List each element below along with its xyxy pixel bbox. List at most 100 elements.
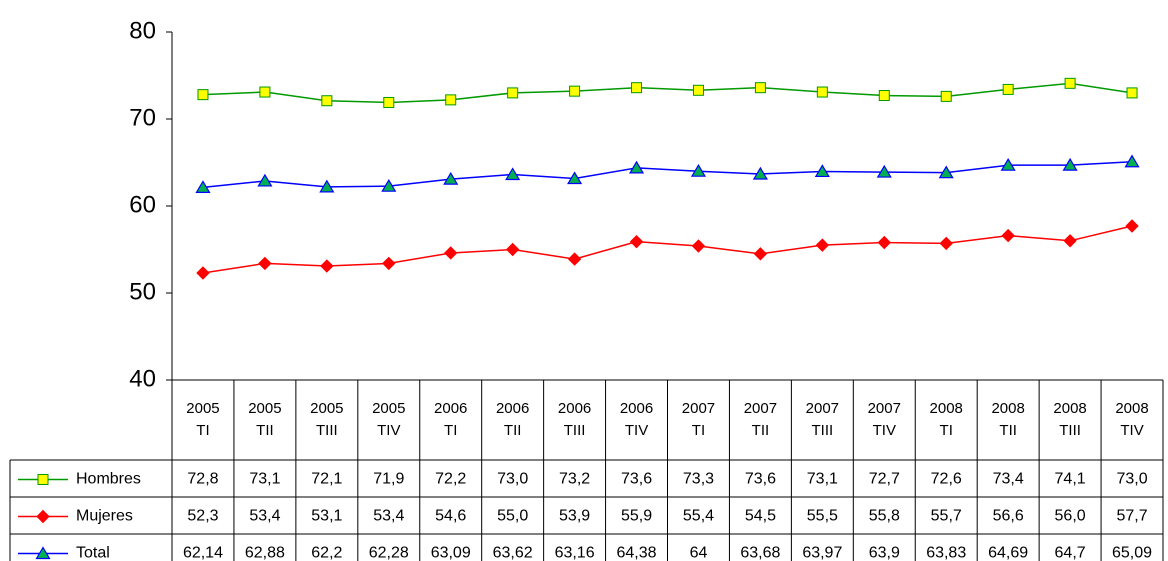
x-tick-label: 2007 TI — [668, 380, 730, 460]
point — [876, 164, 892, 178]
point — [259, 86, 271, 98]
y-tick-label: 40 — [129, 365, 156, 392]
point — [1063, 234, 1077, 248]
x-tick-text: 2005 TIII — [310, 400, 344, 439]
data-label: 55,0 — [497, 508, 528, 525]
data-label: 53,9 — [559, 508, 590, 525]
point — [195, 180, 211, 193]
point — [814, 164, 830, 178]
point — [815, 238, 830, 252]
data-label: 64 — [690, 545, 708, 561]
x-tick-label: 2005 TII — [234, 380, 296, 460]
data-label: 72,2 — [435, 471, 466, 488]
data-label: 52,3 — [187, 508, 218, 525]
point — [196, 266, 210, 280]
data-label: 71,9 — [373, 471, 404, 488]
x-tick-label: 2005 TIII — [296, 380, 358, 460]
legend-label: Hombres — [76, 471, 141, 488]
x-tick-text: 2008 TIV — [1115, 400, 1149, 439]
point — [320, 259, 334, 273]
data-label: 63,68 — [740, 545, 780, 561]
data-label: 56,0 — [1055, 508, 1086, 525]
point — [321, 95, 333, 107]
x-tick-label: 2006 TII — [482, 380, 544, 460]
data-label: 63,09 — [431, 545, 471, 561]
x-tick-text: 2006 TIV — [619, 400, 654, 439]
point — [1125, 219, 1139, 233]
data-label: 54,6 — [435, 508, 466, 525]
data-label: 53,1 — [311, 508, 342, 525]
x-tick-label: 2006 TI — [420, 380, 482, 460]
point — [940, 90, 952, 102]
data-label: 55,4 — [683, 508, 714, 525]
legend-marker — [36, 509, 50, 524]
y-tick-label: 70 — [129, 104, 156, 131]
data-label: 73,1 — [807, 471, 838, 488]
point — [692, 84, 704, 96]
data-label: 62,28 — [369, 545, 409, 561]
data-label: 64,69 — [988, 545, 1028, 561]
point — [505, 242, 520, 257]
point — [1064, 77, 1076, 89]
data-label: 74,1 — [1055, 471, 1086, 488]
x-tick-text: 2006 TIII — [557, 400, 592, 439]
point — [631, 82, 643, 94]
point — [1000, 158, 1016, 171]
data-label: 73,2 — [559, 471, 590, 488]
x-tick-label: 2006 TIII — [544, 380, 606, 460]
x-tick-text: 2005 TII — [248, 400, 282, 439]
data-label: 55,9 — [621, 508, 652, 525]
legend-label: Mujeres — [76, 508, 133, 525]
x-tick-label: 2007 TIII — [791, 380, 853, 460]
point — [938, 165, 954, 179]
point — [690, 164, 707, 177]
x-tick-text: 2006 TI — [434, 400, 468, 439]
data-label: 63,97 — [802, 545, 842, 561]
x-tick-label: 2007 TIV — [853, 380, 915, 460]
point — [381, 178, 397, 192]
point — [1124, 154, 1140, 168]
data-label: 73,6 — [745, 471, 776, 488]
data-label: 63,16 — [555, 545, 595, 561]
data-label: 55,8 — [869, 508, 900, 525]
legend-marker — [35, 546, 51, 560]
legend-label: Total — [76, 545, 110, 561]
data-label: 63,62 — [493, 545, 533, 561]
point — [629, 234, 644, 249]
point — [444, 246, 458, 260]
data-label: 73,3 — [683, 471, 714, 488]
legend-marker — [37, 474, 49, 485]
x-tick-label: 2008 TI — [915, 380, 977, 460]
point — [569, 85, 581, 97]
point — [1001, 228, 1015, 243]
point — [567, 171, 583, 185]
point — [507, 87, 519, 99]
point — [319, 179, 335, 193]
point — [878, 90, 890, 102]
data-label: 54,5 — [745, 508, 776, 525]
y-tick-label: 50 — [129, 278, 156, 305]
series-line — [202, 225, 1133, 274]
x-tick-label: 2006 TIV — [606, 380, 668, 460]
data-label: 72,6 — [931, 471, 962, 488]
point — [1002, 83, 1014, 95]
data-label: 73,1 — [249, 471, 280, 488]
data-label: 62,14 — [183, 545, 223, 561]
y-tick-label: 60 — [129, 191, 156, 218]
series-line — [202, 82, 1133, 104]
point — [752, 166, 768, 180]
x-tick-text: 2007 TI — [681, 400, 716, 439]
series-line — [202, 160, 1133, 189]
data-label: 73,6 — [621, 471, 652, 488]
data-label: 72,8 — [187, 471, 218, 488]
point — [877, 235, 891, 250]
point — [1062, 157, 1078, 171]
x-tick-text: 2006 TII — [495, 400, 530, 439]
data-label: 63,9 — [869, 545, 900, 561]
x-tick-text: 2007 TIV — [867, 400, 901, 439]
data-label: 72,7 — [869, 471, 900, 488]
data-label: 73,4 — [993, 471, 1024, 488]
x-tick-text: 2008 TIII — [1053, 400, 1087, 439]
